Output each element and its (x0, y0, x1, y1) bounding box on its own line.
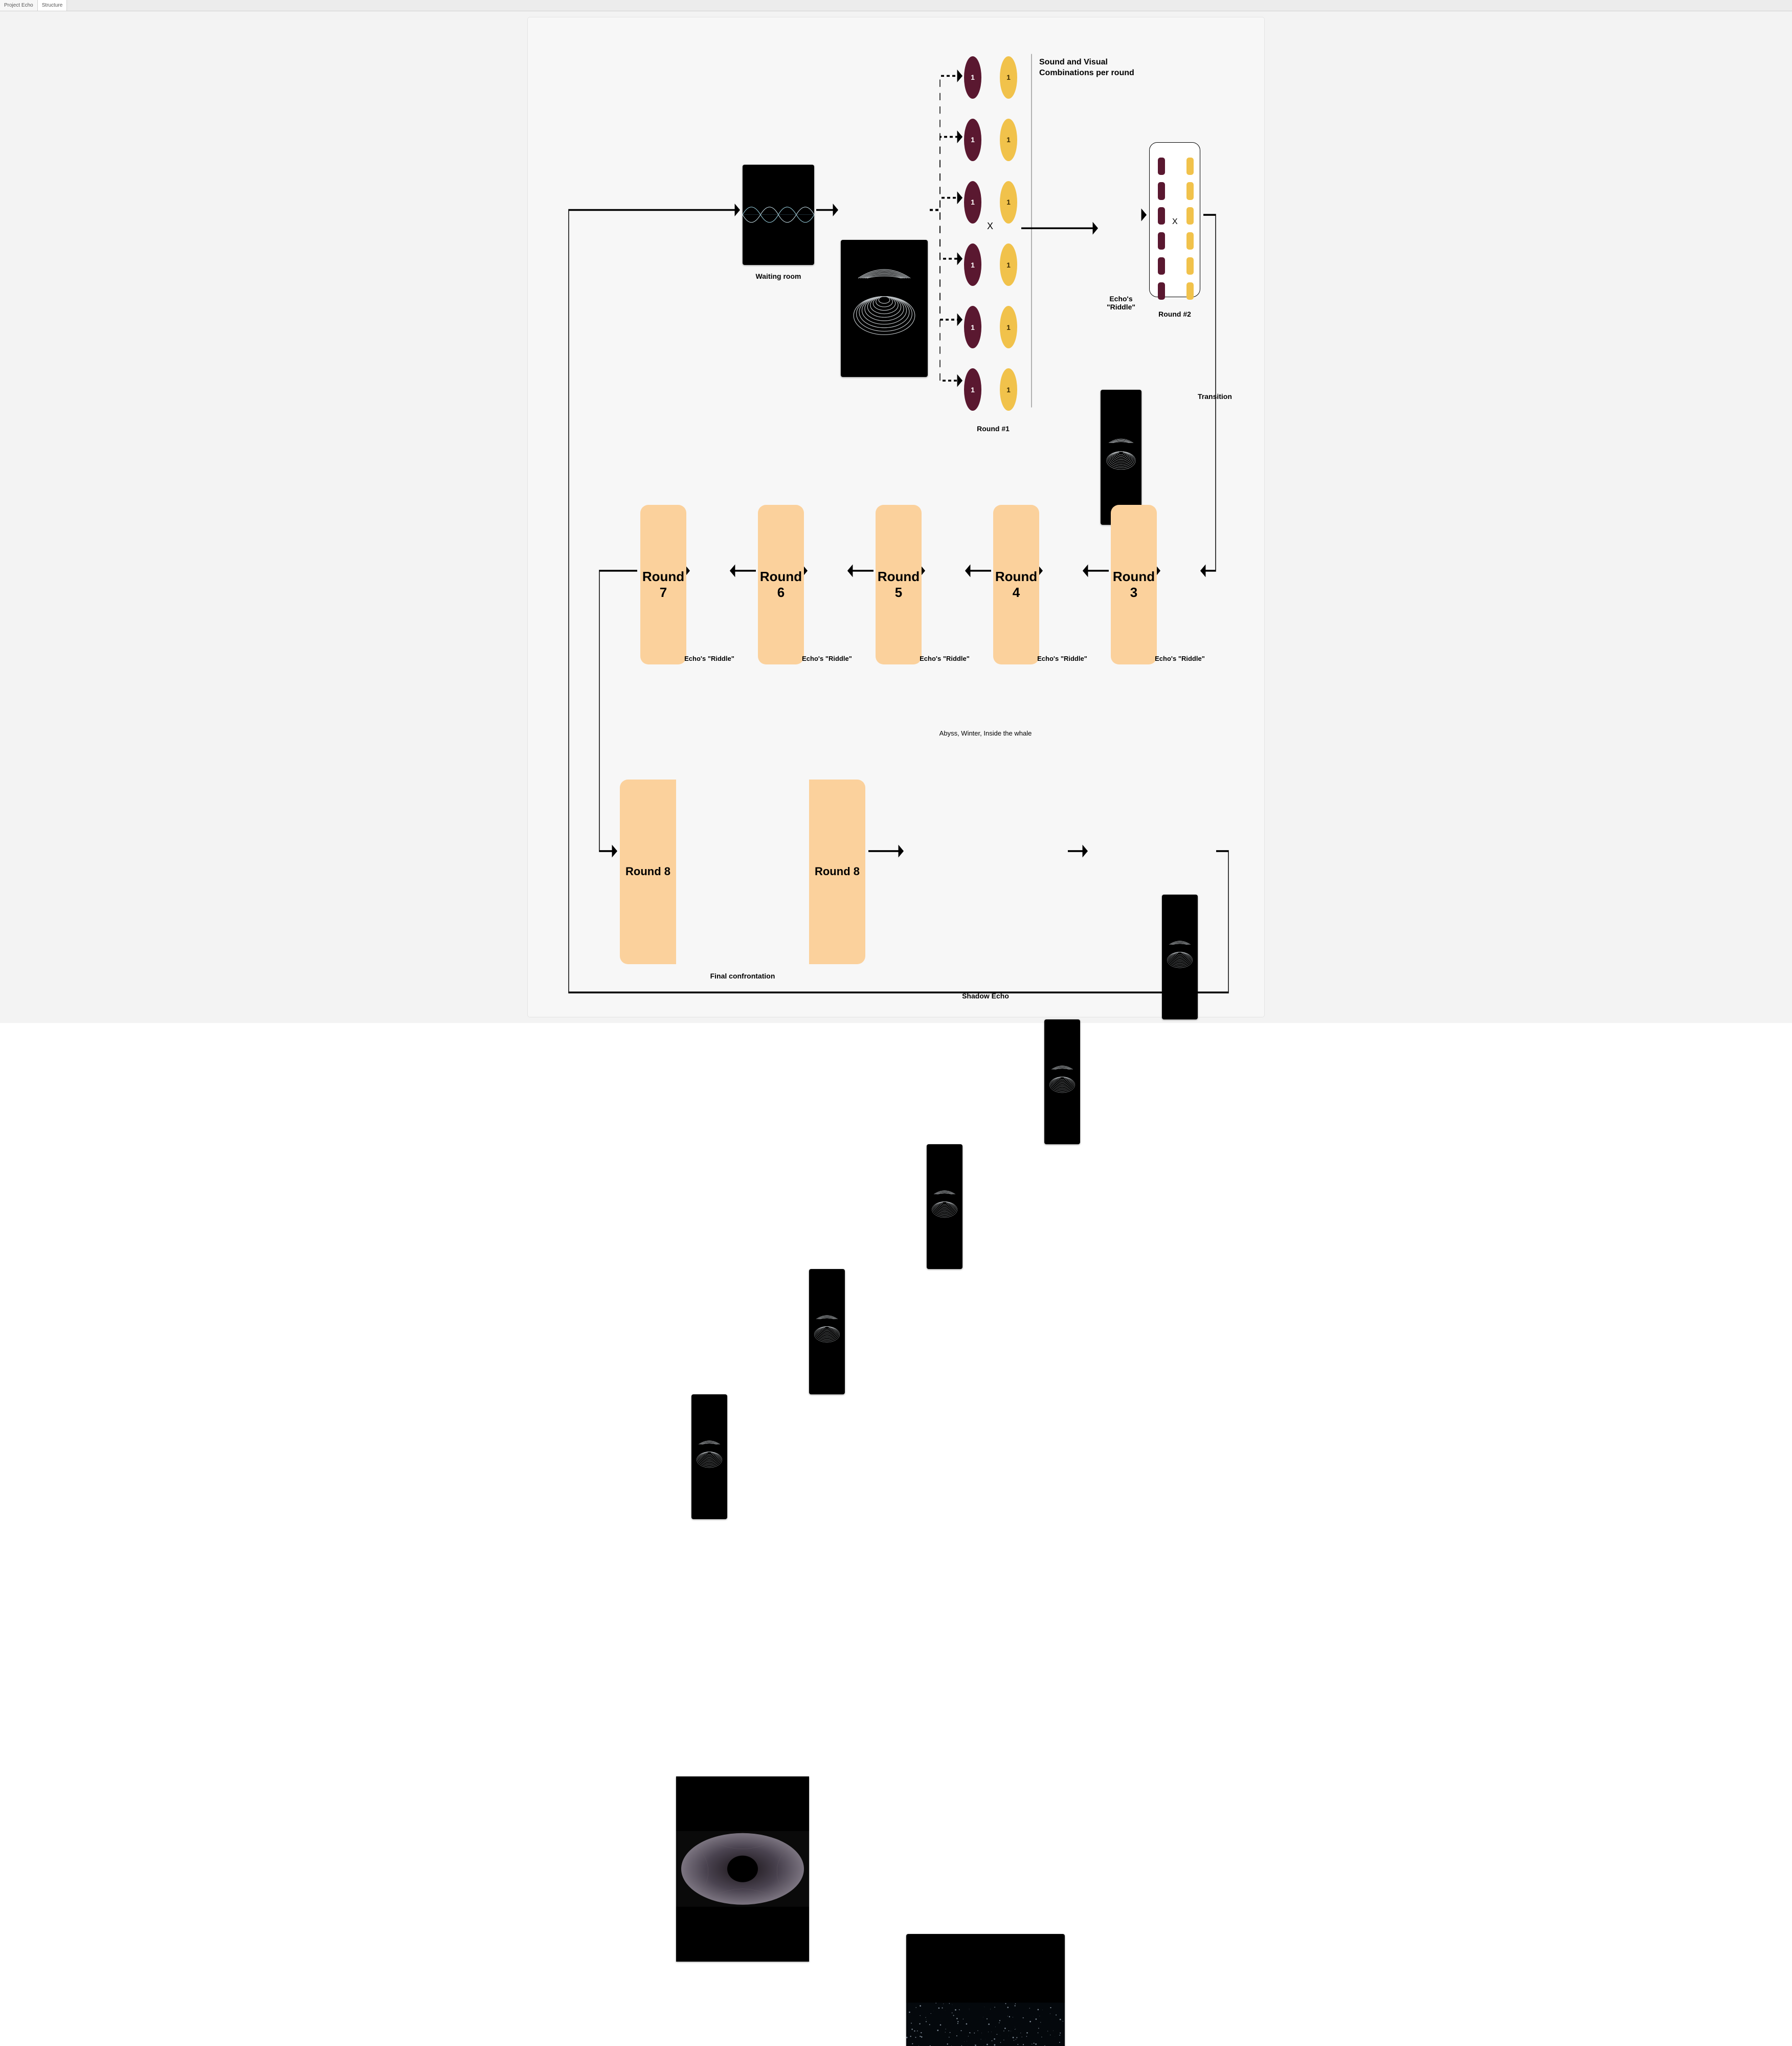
waiting-room-thumb (743, 165, 814, 264)
shadow-echo-thumb (906, 1934, 1065, 2046)
abyss-label: Abyss, Winter, Inside the whale (906, 729, 1065, 737)
round-8-box-right: Round 8 (809, 780, 865, 964)
echo-riddle-label-6: Echo's "Riddle" (801, 655, 853, 662)
combination-x-2: X (1172, 217, 1178, 227)
echo-riddle-thumb-5 (927, 1144, 962, 1269)
echo-riddle-thumb-7 (691, 1394, 727, 1519)
sound-option-3: 1 (964, 181, 981, 224)
final-confrontation-thumb (676, 1776, 809, 1961)
round-1-label: Round #1 (957, 425, 1029, 433)
visual-option-5: 1 (1000, 306, 1017, 348)
echo-riddle-label-3: Echo's "Riddle" (1154, 655, 1205, 662)
round-8-box-left: Round 8 (620, 780, 676, 964)
sound-option-6: 1 (964, 368, 981, 411)
sound-option-4: 1 (964, 243, 981, 286)
final-confrontation-label: Final confrontation (620, 972, 865, 980)
tab-bar: Project Echo Structure (0, 0, 1792, 11)
tab-structure[interactable]: Structure (38, 0, 68, 11)
round-box-3: Round3 (1111, 505, 1157, 665)
echo-riddle-thumb-4 (1044, 1019, 1080, 1144)
echo-riddle-label-5: Echo's "Riddle" (919, 655, 970, 662)
visual-option-4: 1 (1000, 243, 1017, 286)
visual-option-1: 1 (1000, 56, 1017, 99)
echo-riddle-label-r1: Echo's "Riddle" (1095, 295, 1147, 311)
combination-x-1: X (987, 221, 993, 232)
round-box-7: Round7 (640, 505, 686, 665)
round-box-5: Round5 (876, 505, 922, 665)
visual-option-2: 1 (1000, 119, 1017, 161)
round-box-6: Round6 (758, 505, 804, 665)
visual-option-6: 1 (1000, 368, 1017, 411)
diagram-canvas: Waiting roomEcho's Chamber111111111111XR… (528, 17, 1264, 1017)
transition-label: Transition (1198, 392, 1232, 401)
tab-project[interactable]: Project Echo (0, 0, 38, 11)
sound-option-2: 1 (964, 119, 981, 161)
sound-option-1: 1 (964, 56, 981, 99)
header-text: Sound and VisualCombinations per round (1039, 57, 1152, 79)
echo-chamber-thumb (841, 240, 928, 377)
round-2-label: Round #2 (1149, 310, 1200, 318)
echo-riddle-label-7: Echo's "Riddle" (684, 655, 735, 662)
shadow-echo-label: Shadow Echo (906, 992, 1065, 1000)
round-box-4: Round4 (993, 505, 1039, 665)
echo-chamber-label: Echo's Chamber (841, 285, 928, 293)
echo-riddle-thumb-3 (1162, 895, 1198, 1019)
sound-option-5: 1 (964, 306, 981, 348)
visual-option-3: 1 (1000, 181, 1017, 224)
canvas-wrap: Waiting roomEcho's Chamber111111111111XR… (0, 11, 1792, 1023)
waiting-room-label: Waiting room (743, 272, 814, 280)
echo-riddle-label-4: Echo's "Riddle" (1037, 655, 1088, 662)
echo-riddle-thumb-6 (809, 1269, 845, 1394)
